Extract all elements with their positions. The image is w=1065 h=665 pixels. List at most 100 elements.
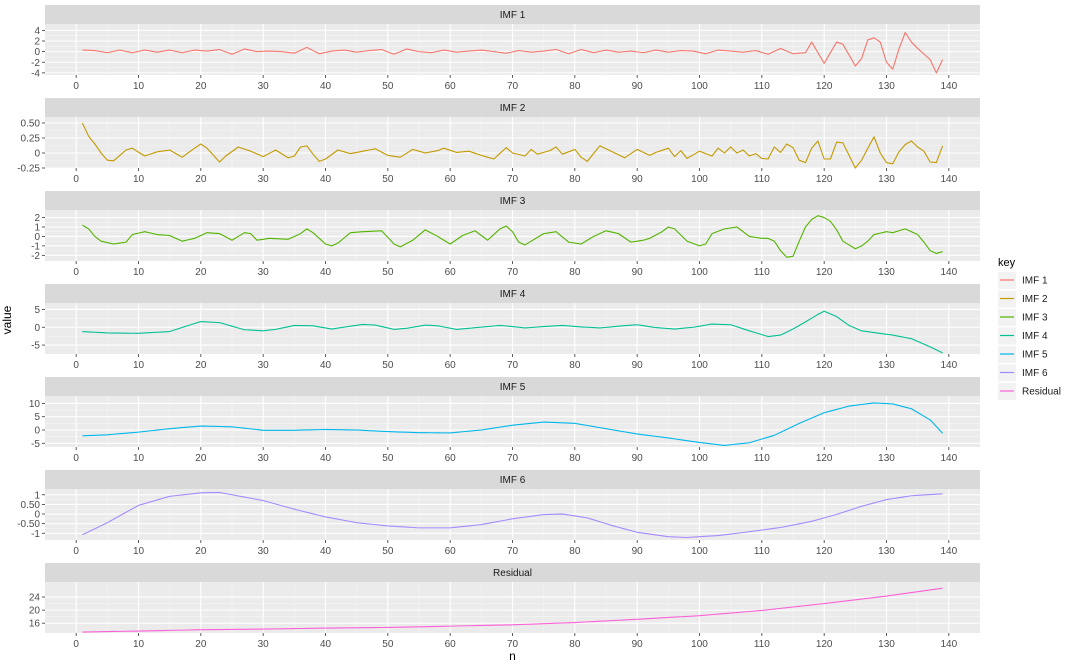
imf-3-y-tick-label: 2: [34, 213, 40, 224]
imf-1-strip: [45, 5, 980, 24]
imf-1-x-tick-label: 30: [258, 81, 270, 92]
imf-5-x-tick-label: 0: [73, 453, 79, 464]
residual-x-tick-label: 70: [507, 639, 519, 650]
imf-2-x-tick-label: 70: [507, 174, 519, 185]
residual-x-tick-label: 10: [133, 639, 145, 650]
imf-1-x-tick-label: 90: [632, 81, 644, 92]
imf-4-series-line: [82, 310, 943, 354]
residual-x-tick-label: 80: [569, 639, 581, 650]
imf-3-x-tick-label: 120: [816, 267, 833, 278]
residual-y-tick-label: 20: [29, 606, 41, 617]
imf-6-x-tick-label: 30: [258, 546, 270, 557]
imf-4-x-tick-label: 70: [507, 360, 519, 371]
imf-5-y-tick-label: 5: [34, 412, 40, 423]
imf-1-x-tick-label: 110: [754, 81, 770, 92]
residual-x-tick-label: 100: [691, 639, 708, 650]
imf-6-x-tick-label: 70: [507, 546, 519, 557]
imf-4-y-tick-label: -5: [31, 341, 40, 352]
imf-2-y-tick-label: 0.50: [21, 119, 41, 130]
imf-5-x-tick-label: 50: [382, 453, 394, 464]
imf-4-x-tick-label: 90: [632, 360, 644, 371]
residual-x-tick-label: 90: [632, 639, 644, 650]
imf-3-x-tick-label: 140: [940, 267, 957, 278]
residual-x-tick-label: 120: [816, 639, 833, 650]
imf-6-y-tick-label: -1: [31, 529, 40, 540]
imf-5-series-line: [82, 402, 944, 446]
residual-x-tick-label: 140: [940, 639, 957, 650]
imf-3-x-tick-label: 40: [320, 267, 332, 278]
imf-6-strip: [45, 470, 980, 489]
x-axis-title: n: [509, 649, 516, 663]
legend-label: IMF 1: [1022, 276, 1048, 287]
imf-2-x-tick-label: 0: [73, 174, 79, 185]
imf-5-x-tick-label: 60: [445, 453, 457, 464]
imf-4-x-tick-label: 130: [878, 360, 895, 371]
imf-6-x-tick-label: 140: [940, 546, 957, 557]
imf-3-x-tick-label: 0: [73, 267, 79, 278]
residual-strip-label: Residual: [493, 568, 532, 579]
imf-6-y-tick-label: 1: [34, 490, 40, 501]
imf-5-y-tick-label: 0: [34, 426, 40, 437]
imf-4-x-tick-label: 40: [320, 360, 332, 371]
imf-1-x-tick-label: 40: [320, 81, 332, 92]
imf-1-y-tick-label: 2: [34, 37, 40, 48]
imf-5-x-tick-label: 120: [816, 453, 833, 464]
residual-x-tick-label: 30: [258, 639, 270, 650]
imf-6-x-tick-label: 110: [754, 546, 770, 557]
imf-6-y-tick-label: 0.50: [21, 500, 41, 511]
imf-3-x-tick-label: 50: [382, 267, 394, 278]
imf-2-x-tick-label: 100: [691, 174, 708, 185]
imf-2-x-tick-label: 80: [569, 174, 581, 185]
residual-y-tick-label: 16: [29, 619, 41, 630]
imf-1-x-tick-label: 80: [569, 81, 581, 92]
legend-label: IMF 6: [1022, 368, 1048, 379]
residual-x-tick-label: 0: [73, 639, 79, 650]
legend-label: IMF 5: [1022, 350, 1048, 361]
imf-2-y-tick-label: -0.25: [17, 164, 40, 175]
imf-1-y-tick-label: -4: [31, 68, 40, 79]
imf-4-x-tick-label: 10: [133, 360, 145, 371]
imf-6-x-tick-label: 50: [382, 546, 394, 557]
imf-1-x-tick-label: 10: [133, 81, 145, 92]
residual-series-line: [82, 587, 943, 633]
imf-1-strip-label: IMF 1: [500, 10, 526, 21]
imf-1-y-tick-label: -2: [31, 58, 40, 69]
imf-1-x-tick-label: 70: [507, 81, 519, 92]
imf-5-x-tick-label: 20: [195, 453, 207, 464]
imf-3-x-tick-label: 100: [691, 267, 708, 278]
imf-6-x-tick-label: 130: [878, 546, 895, 557]
imf-1-series-line: [82, 31, 944, 74]
imf-6-x-tick-label: 10: [133, 546, 145, 557]
imf-4-x-tick-label: 50: [382, 360, 394, 371]
imf-6-x-tick-label: 100: [691, 546, 708, 557]
imf-3-x-tick-label: 30: [258, 267, 270, 278]
imf-2-y-tick-label: 0: [34, 149, 40, 160]
imf-2-x-tick-label: 20: [195, 174, 207, 185]
imf-5-x-tick-label: 10: [133, 453, 145, 464]
imf-4-x-tick-label: 120: [816, 360, 833, 371]
imf-6-x-tick-label: 40: [320, 546, 332, 557]
residual-y-tick-label: 24: [29, 593, 41, 604]
imf-6-x-tick-label: 120: [816, 546, 833, 557]
imf-4-y-tick-label: 0: [34, 323, 40, 334]
imf-5-x-tick-label: 80: [569, 453, 581, 464]
imf-4-x-tick-label: 140: [940, 360, 957, 371]
imf-2-x-tick-label: 30: [258, 174, 270, 185]
y-axis-title: value: [0, 305, 14, 334]
imf-2-x-tick-label: 120: [816, 174, 833, 185]
imf-6-y-tick-label: -0.50: [17, 519, 40, 530]
imf-6-strip-label: IMF 6: [500, 475, 526, 486]
imf-3-y-tick-label: 1: [34, 223, 40, 234]
imf-4-x-tick-label: 60: [445, 360, 457, 371]
residual-strip: [45, 563, 980, 582]
imf-3-x-tick-label: 20: [195, 267, 207, 278]
residual-x-tick-label: 110: [754, 639, 770, 650]
imf-4-x-tick-label: 110: [754, 360, 770, 371]
imf-1-x-tick-label: 100: [691, 81, 708, 92]
imf-5-y-tick-label: 10: [29, 399, 41, 410]
imf-5-y-tick-label: -5: [31, 439, 40, 450]
legend-label: IMF 2: [1022, 294, 1048, 305]
imf-4-x-tick-label: 30: [258, 360, 270, 371]
